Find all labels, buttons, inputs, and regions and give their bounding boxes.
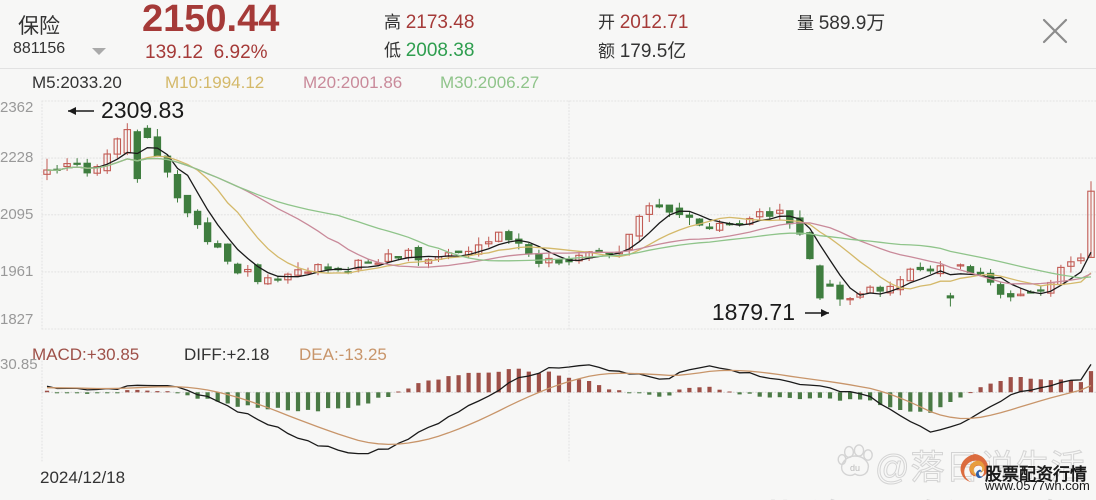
- svg-text:du: du: [850, 463, 860, 473]
